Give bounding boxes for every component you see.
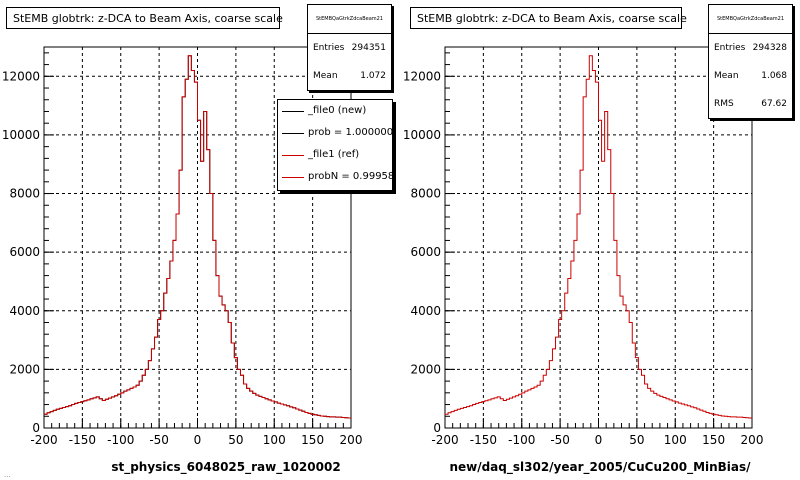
x-tick-label: -150 [69,433,96,447]
x-tick-label: 100 [664,433,687,447]
legend-label: _file1 (ref) [308,149,360,160]
legend: _file0 (new) prob = 1.000000 _file1 (ref… [277,99,393,191]
stats-mean-label: Mean [313,71,338,81]
y-tick-label: 8000 [410,187,441,201]
legend-line-black [282,111,304,112]
y-tick-label: 0 [32,421,40,435]
y-tick-label: 4000 [410,304,441,318]
y-tick-label: 10000 [403,128,441,142]
right-pad: -200 -150 -100 -50 0 50 100 150 200 0 2000 4000 6000… [400,0,800,480]
x-tick-label: -50 [550,433,570,447]
stats-entries-value: 294328 [752,43,787,53]
y-tick-label: 12000 [2,69,40,83]
legend-label: _file0 (new) [308,105,367,116]
legend-label: prob = 1.000000 [308,127,393,138]
x-tick-label: 100 [263,433,286,447]
stats-box: StEMBQaGtrkZdcaBeam21 Entries 294351 Mea… [307,4,392,91]
stats-row-mean: Mean 1.068 [709,62,792,90]
stats-name: StEMBQaGtrkZdcaBeam21 [709,5,792,34]
legend-line-black [282,133,304,134]
right-plot-frame: -200 -150 -100 -50 0 50 100 150 2000200040006000… [403,46,764,447]
histogram-series-line [44,55,351,419]
stats-entries-label: Entries [714,43,746,53]
y-tick-label: 4000 [9,304,40,318]
stats-rms-label: RMS [714,99,734,109]
stats-name: StEMBQaGtrkZdcaBeam21 [308,5,391,34]
legend-entry-file0: _file0 (new) [278,100,392,122]
y-tick-label: 2000 [9,362,40,376]
x-tick-label: -50 [149,433,169,447]
stats-row-entries: Entries 294351 [308,34,391,62]
x-tick-label: -150 [470,433,497,447]
x-tick-label: 50 [228,433,243,447]
stats-box: StEMBQaGtrkZdcaBeam21 Entries 294328 Mea… [708,4,793,119]
histogram-series-line [445,55,752,419]
plot-title: StEMB globtrk: z-DCA to Beam Axis, coars… [410,7,687,29]
stats-mean-value: 1.068 [761,71,787,81]
y-tick-label: 6000 [410,245,441,259]
y-tick-label: 0 [433,421,441,435]
y-tick-label: 10000 [2,128,40,142]
legend-entry-probn: probN = 0.999580 [278,166,392,188]
x-axis-label: st_physics_6048025_raw_1020002 [111,460,341,474]
stats-rms-value: 67.62 [761,99,787,109]
x-tick-label: -200 [431,433,458,447]
stats-row-mean: Mean 1.072 [308,62,391,90]
stats-mean-value: 1.072 [360,71,386,81]
x-tick-label: -200 [30,433,57,447]
x-tick-label: 150 [702,433,725,447]
x-tick-label: -100 [508,433,535,447]
legend-entry-prob: prob = 1.000000 [278,122,392,144]
y-tick-label: 2000 [410,362,441,376]
x-tick-label: 150 [301,433,324,447]
stats-row-rms: RMS 67.62 [709,90,792,118]
stats-entries-label: Entries [313,43,345,53]
stats-row-entries: Entries 294328 [709,34,792,62]
x-tick-label: 200 [741,433,764,447]
x-tick-label: 200 [340,433,363,447]
x-tick-label: 0 [194,433,202,447]
y-tick-label: 12000 [403,69,441,83]
stray-footer-text: ... [4,471,11,479]
left-pad: -200 -150 -100 -50 0 50 100 150 200 0 2000 4000 6000… [2,4,393,479]
legend-entry-file1: _file1 (ref) [278,144,392,166]
stats-mean-label: Mean [714,71,739,81]
x-axis-label: new/daq_sl302/year_2005/CuCu200_MinBias/ [449,460,751,474]
x-tick-label: 0 [595,433,603,447]
x-tick-label: 50 [629,433,644,447]
plot-title: StEMB globtrk: z-DCA to Beam Axis, coars… [6,7,283,29]
legend-line-red [282,155,304,156]
legend-label: probN = 0.999580 [308,171,393,182]
y-tick-label: 8000 [9,187,40,201]
y-tick-label: 6000 [9,245,40,259]
legend-line-red [282,177,304,178]
stats-entries-value: 294351 [351,43,386,53]
x-tick-label: -100 [107,433,134,447]
